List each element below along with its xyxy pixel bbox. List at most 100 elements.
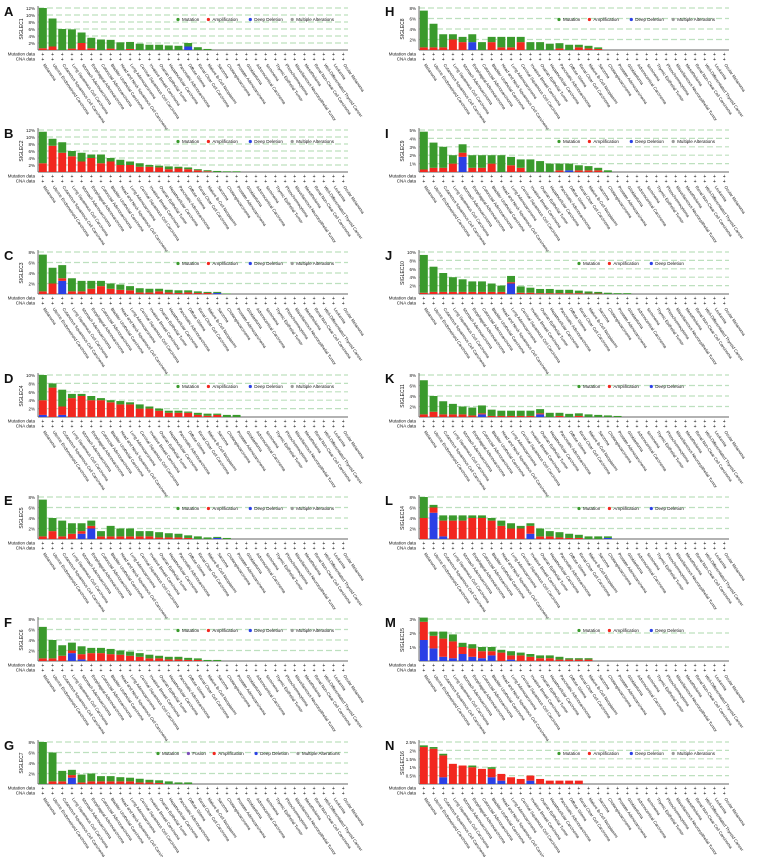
bar-segment [213,537,222,539]
mutation-plus: + [70,52,73,58]
bar-segment [48,518,57,532]
cna-plus: + [138,57,141,63]
mutation-plus: + [674,52,677,58]
bar-segment [184,411,193,413]
mutation-plus: + [645,174,648,180]
cna-plus: + [293,546,296,552]
cna-plus: + [138,424,141,430]
cna-plus: + [119,668,122,674]
mutation-plus: + [80,52,83,58]
mutation-plus: + [510,786,513,792]
bar-segment [487,415,496,417]
bar-segment [429,512,438,539]
cna-plus: + [451,301,454,307]
y-tick-label: 6% [28,751,35,756]
mutation-plus: + [216,541,219,547]
cna-plus: + [206,301,209,307]
legend-label: Deep Deletion [254,17,283,22]
mutation-data-label: Mutation data [8,52,36,57]
bar-segment [67,642,76,651]
bar-segment [487,768,496,778]
cna-plus: + [723,179,726,185]
mutation-plus: + [587,174,590,180]
cna-plus: + [225,57,228,63]
mutation-plus: + [490,541,493,547]
cna-data-label: CNA data [16,668,36,673]
bar-segment [574,44,583,48]
bar-segment [213,536,222,538]
mutation-plus: + [41,786,44,792]
bar-segment [184,537,193,539]
mutation-plus: + [216,52,219,58]
cna-plus: + [129,546,132,552]
mutation-plus: + [177,296,180,302]
mutation-plus: + [461,174,464,180]
cna-plus: + [510,179,513,185]
cna-plus: + [158,546,161,552]
bar-segment [164,537,173,539]
bar-segment [555,293,564,294]
mutation-plus: + [422,419,425,425]
legend-marker [206,17,210,22]
mutation-plus: + [167,541,170,547]
bar-segment [458,520,467,539]
bar-segment [439,414,448,417]
mutation-plus: + [90,174,93,180]
bar-segment [213,291,222,293]
bar-segment [516,528,525,539]
bar-segment [545,412,554,417]
cna-plus: + [568,424,571,430]
bar-segment [613,415,622,417]
y-tick-label: 2% [409,527,416,532]
bar-segment [58,770,67,782]
bar-segment [38,536,47,539]
mutation-plus: + [225,541,228,547]
cna-plus: + [422,301,425,307]
panel-letter: C [4,248,14,263]
legend-label: Deep Deletion [655,506,684,511]
mutation-plus: + [529,541,532,547]
mutation-plus: + [626,296,629,302]
bar-segment [87,288,96,294]
cna-plus: + [616,791,619,797]
legend-label: Amplification [593,139,619,144]
bar-segment [429,748,438,784]
mutation-plus: + [490,174,493,180]
cna-plus: + [264,791,267,797]
mutation-plus: + [500,541,503,547]
mutation-plus: + [529,786,532,792]
mutation-plus: + [558,786,561,792]
mutation-plus: + [723,786,726,792]
bar-segment [213,659,222,661]
mutation-plus: + [655,296,658,302]
legend-label: Amplification [613,506,639,511]
mutation-plus: + [158,663,161,669]
bar-segment [497,410,506,416]
bar-segment [106,648,115,655]
bar-segment [193,170,202,172]
y-axis-label: SIGLEC15 [400,628,406,652]
cna-plus: + [216,179,219,185]
mutation-plus: + [636,786,639,792]
mutation-plus: + [100,296,103,302]
bar-segment [48,658,57,661]
bar-segment [87,773,96,782]
cna-plus: + [245,424,248,430]
cna-plus: + [342,57,345,63]
bar-segment [526,656,535,661]
cna-data-label: CNA data [397,791,417,796]
bar-segment [545,655,554,659]
mutation-plus: + [703,296,706,302]
mutation-plus: + [684,541,687,547]
mutation-plus: + [129,786,132,792]
bar-segment [126,165,135,172]
panel-b: B2%4%6%8%10%12%SIGLEC2 Mutation Amplificat… [4,126,366,254]
cna-plus: + [451,57,454,63]
bar-segment [565,289,574,294]
cna-plus: + [80,301,83,307]
cna-plus: + [703,57,706,63]
cna-plus: + [245,546,248,552]
bar-segment [135,404,144,409]
bar-segment [87,280,96,289]
cna-plus: + [548,791,551,797]
